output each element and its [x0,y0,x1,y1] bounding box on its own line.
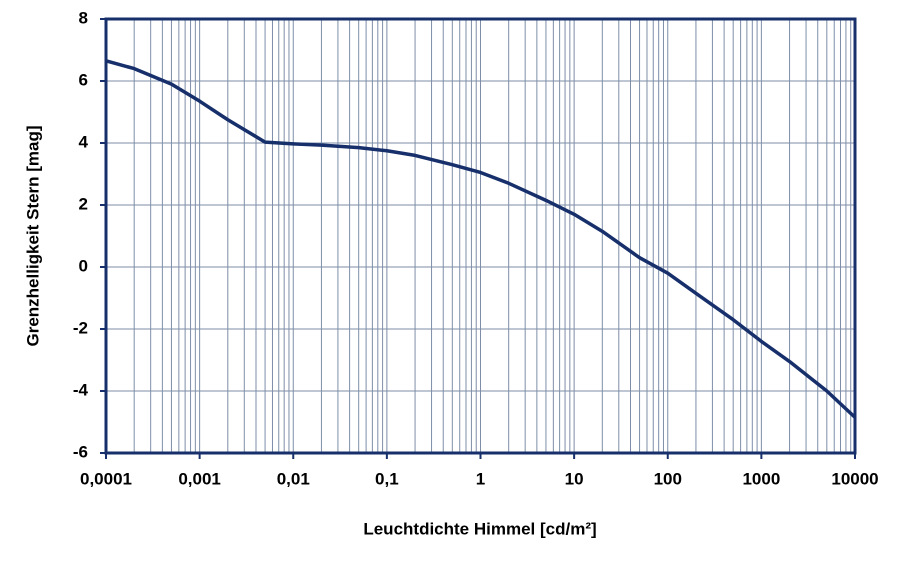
plot-frame [104,17,857,455]
y-tick-label: -4 [73,380,89,399]
y-tick-label: 4 [79,132,89,151]
y-axis-label: Grenzhelligkeit Stern [mag] [23,125,42,346]
x-tick-label: 0,0001 [80,469,132,488]
y-tick-label: 2 [79,194,88,213]
x-tick-label: 10 [565,469,584,488]
x-tick-label: 1 [476,469,485,488]
y-tick-label: 6 [79,70,88,89]
data-line [105,59,857,419]
y-tick-label: 8 [79,8,88,27]
x-tick-label: 0,001 [178,469,221,488]
x-tick-label: 0,1 [375,469,399,488]
x-tick-label: 10000 [831,469,878,488]
y-tick-label: -6 [73,442,88,461]
y-tick-label: 0 [79,256,88,275]
x-tick-label: 100 [654,469,682,488]
x-tick-label: 1000 [742,469,780,488]
x-tick-label: 0,01 [277,469,310,488]
y-tick-label: -2 [73,318,88,337]
x-axis-label: Leuchtdichte Himmel [cd/m²] [363,519,596,538]
